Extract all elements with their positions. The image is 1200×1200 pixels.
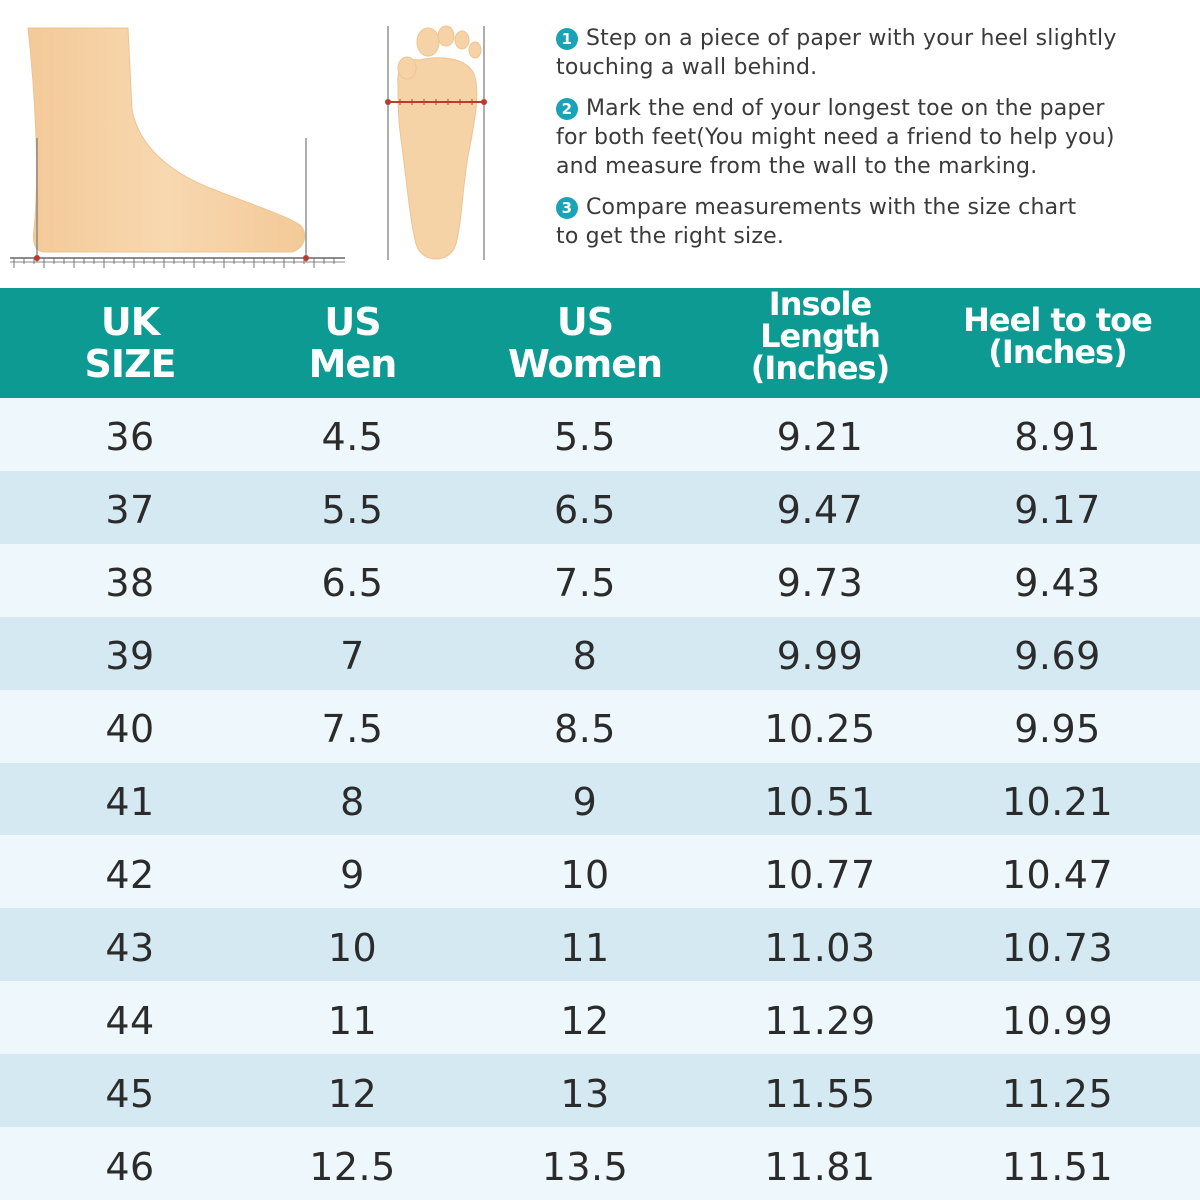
- cell-us-men: 5.5: [321, 488, 384, 533]
- table-header-row: UK SIZE US Men US Women Insole Length (Inche…: [0, 288, 1200, 398]
- cell-uk-size: 40: [105, 707, 155, 752]
- cell-us-women: 11: [560, 925, 610, 970]
- cell-heel-to-toe: 9.69: [1014, 634, 1101, 679]
- cell-uk-size: 37: [105, 488, 155, 533]
- cell-us-women: 8: [572, 634, 598, 679]
- cell-uk-size: 36: [105, 415, 155, 460]
- cell-us-men: 6.5: [321, 561, 384, 606]
- table-row: 37 5.5 6.5 9.47 9.17: [0, 470, 1200, 544]
- cell-us-women: 12: [560, 998, 610, 1043]
- cell-uk-size: 46: [105, 1144, 155, 1189]
- cell-us-men: 4.5: [321, 415, 384, 460]
- cell-insole-length: 10.77: [764, 852, 876, 897]
- cell-us-women: 7.5: [554, 561, 616, 606]
- cell-uk-size: 39: [105, 634, 155, 679]
- table-row: 44 11 12 11.29 10.99: [0, 981, 1200, 1055]
- cell-insole-length: 11.03: [764, 925, 876, 970]
- cell-us-men: 7: [340, 634, 365, 679]
- header-us-men: US Men: [308, 300, 398, 386]
- cell-uk-size: 41: [105, 779, 155, 824]
- cell-uk-size: 38: [105, 561, 155, 606]
- table-row: 41 8 9 10.51 10.21: [0, 762, 1200, 836]
- cell-insole-length: 9.99: [776, 634, 864, 679]
- step-1-badge: 1: [556, 28, 578, 50]
- cell-us-women: 5.5: [554, 415, 616, 460]
- header-heel-to-toe: Heel to toe (Inches): [963, 301, 1153, 371]
- table-row: 36 4.5 5.5 9.21 8.91: [0, 398, 1200, 471]
- foot-sole-illustration: [385, 25, 487, 260]
- cell-heel-to-toe: 9.95: [1014, 707, 1101, 752]
- step-2-text-line1: Mark the end of your longest toe on the …: [586, 96, 1105, 121]
- size-chart-table: UK SIZE US Men US Women Insole Length (Inche…: [0, 288, 1200, 1200]
- cell-insole-length: 9.21: [776, 415, 864, 460]
- cell-us-men: 7.5: [321, 707, 384, 752]
- ruler-icon: [10, 255, 345, 268]
- cell-us-men: 10: [327, 925, 378, 970]
- header-insole-length: Insole Length (Inches): [750, 285, 890, 387]
- cell-insole-length: 11.29: [764, 998, 876, 1043]
- table-row: 40 7.5 8.5 10.25 9.95: [0, 689, 1200, 763]
- table-body: 36 4.5 5.5 9.21 8.91 37 5.5 6.5 9.47 9.17 38 6.5 7.5…: [0, 398, 1200, 1200]
- cell-insole-length: 9.73: [776, 561, 864, 606]
- cell-insole-length: 11.55: [764, 1071, 876, 1116]
- table-row: 42 9 10 10.77 10.47: [0, 835, 1200, 909]
- cell-insole-length: 9.47: [776, 488, 864, 533]
- cell-us-women: 13.5: [541, 1144, 629, 1189]
- step-3-text-line2: to get the right size.: [556, 224, 785, 249]
- foot-side-illustration: [10, 27, 345, 268]
- measurement-steps: 1 Step on a piece of paper with your heel…: [556, 24, 1196, 263]
- cell-heel-to-toe: 10.99: [1001, 998, 1114, 1043]
- step-3-text-line1: Compare measurements with the size chart: [586, 195, 1077, 220]
- cell-us-men: 8: [340, 779, 365, 824]
- cell-us-men: 9: [340, 852, 365, 897]
- step-3: 3 Compare measurements with the size char…: [556, 193, 1196, 251]
- step-1: 1 Step on a piece of paper with your heel…: [556, 24, 1196, 82]
- cell-uk-size: 42: [105, 852, 155, 897]
- cell-heel-to-toe: 10.47: [1001, 852, 1114, 897]
- cell-heel-to-toe: 11.25: [1001, 1071, 1114, 1116]
- cell-us-men: 11: [327, 998, 378, 1043]
- cell-heel-to-toe: 10.21: [1001, 779, 1114, 824]
- step-2-text-line2: for both feet(You might need a friend to…: [556, 125, 1115, 150]
- table-row: 43 10 11 11.03 10.73: [0, 908, 1200, 982]
- cell-us-men: 12: [327, 1071, 378, 1116]
- step-2-badge: 2: [556, 98, 578, 120]
- cell-heel-to-toe: 9.43: [1014, 561, 1101, 606]
- table-row: 45 12 13 11.55 11.25: [0, 1054, 1200, 1128]
- step-2-text-line3: and measure from the wall to the marking…: [556, 154, 1038, 179]
- cell-uk-size: 43: [105, 925, 155, 970]
- cell-heel-to-toe: 11.51: [1001, 1144, 1114, 1189]
- cell-insole-length: 11.81: [764, 1144, 876, 1189]
- cell-us-women: 9: [572, 779, 598, 824]
- cell-us-men: 12.5: [309, 1144, 396, 1189]
- cell-us-women: 6.5: [554, 488, 616, 533]
- cell-us-women: 13: [560, 1071, 610, 1116]
- table-row: 39 7 8 9.99 9.69: [0, 616, 1200, 690]
- cell-uk-size: 44: [105, 998, 155, 1043]
- step-1-text-line2: touching a wall behind.: [556, 55, 818, 80]
- header-uk-size: UK SIZE: [84, 300, 176, 386]
- instructions-section: 1 Step on a piece of paper with your heel…: [0, 0, 1200, 288]
- cell-heel-to-toe: 9.17: [1014, 488, 1101, 533]
- sole-shape: [397, 57, 478, 260]
- step-2: 2 Mark the end of your longest toe on the…: [556, 94, 1196, 181]
- cell-heel-to-toe: 8.91: [1014, 415, 1101, 460]
- cell-heel-to-toe: 10.73: [1001, 925, 1114, 970]
- cell-us-women: 8.5: [554, 707, 616, 752]
- step-3-badge: 3: [556, 197, 578, 219]
- cell-uk-size: 45: [105, 1071, 155, 1116]
- foot-side-shape: [27, 27, 306, 253]
- cell-us-women: 10: [560, 852, 610, 897]
- cell-insole-length: 10.25: [764, 707, 876, 752]
- header-us-women: US Women: [507, 300, 663, 386]
- table-row: 46 12.5 13.5 11.81 11.51: [0, 1127, 1200, 1200]
- step-1-text-line1: Step on a piece of paper with your heel …: [586, 26, 1117, 51]
- cell-insole-length: 10.51: [764, 779, 876, 824]
- table-row: 38 6.5 7.5 9.73 9.43: [0, 543, 1200, 617]
